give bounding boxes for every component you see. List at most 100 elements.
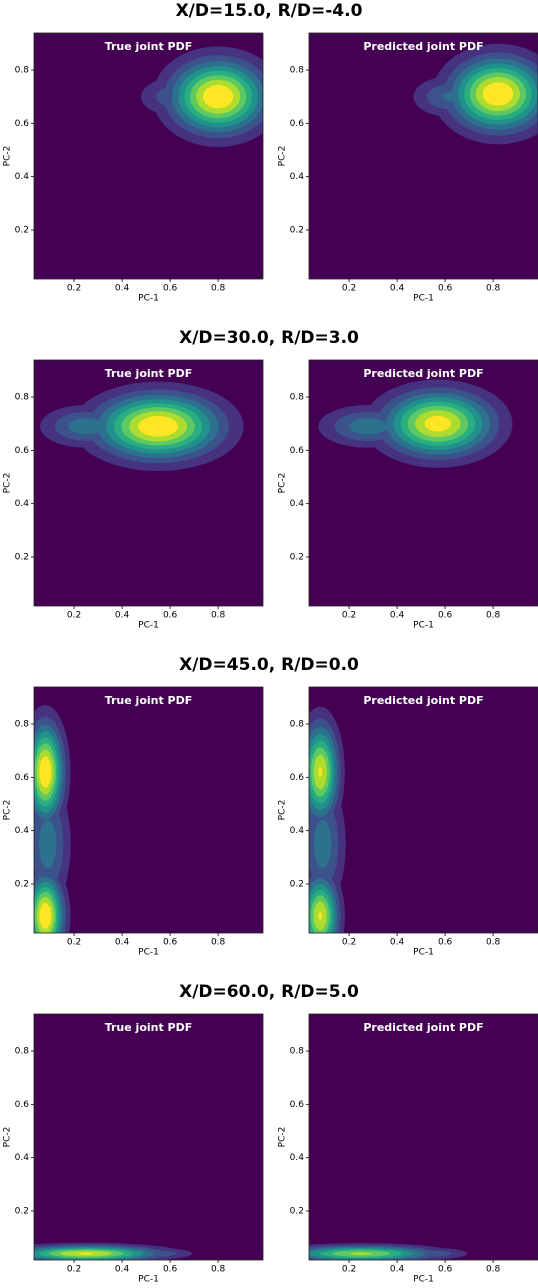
x-tick-label: 0.2 [67,1265,81,1275]
y-tick-label: 0.6 [15,119,30,129]
y-tick-label: 0.4 [15,1153,30,1163]
y-tick-label: 0.6 [290,119,305,129]
x-tick-label: 0.8 [486,284,501,294]
panel-title: True joint PDF [105,694,193,707]
y-tick-label: 0.8 [290,66,305,76]
y-tick-label: 0.8 [15,393,30,403]
panel-title: True joint PDF [105,367,193,380]
x-tick-label: 0.6 [438,938,453,948]
y-axis-label: PC-2 [278,1127,288,1148]
x-tick-label: 0.6 [438,1265,453,1275]
x-tick-label: 0.4 [115,284,130,294]
y-tick-label: 0.2 [15,879,29,889]
y-tick-label: 0.2 [15,225,29,235]
y-axis-label: PC-2 [278,800,288,821]
x-axis-label: PC-1 [413,621,434,631]
y-tick-label: 0.2 [15,1206,29,1216]
y-tick-label: 0.8 [290,1047,305,1057]
contour-level [202,85,234,109]
contour-level [313,819,332,869]
contour-level [482,82,514,106]
y-tick-label: 0.4 [290,172,305,182]
contours [39,381,244,472]
frame [308,359,538,607]
x-tick-label: 0.8 [211,284,226,294]
x-tick-label: 0.2 [342,611,356,621]
y-tick-label: 0.8 [15,720,30,730]
x-tick-label: 0.2 [342,938,356,948]
row-title: X/D=15.0, R/D=-4.0 [176,1,363,21]
row-title: X/D=60.0, R/D=5.0 [179,982,359,1002]
contour-level [349,418,388,435]
y-tick-label: 0.4 [290,826,305,836]
x-tick-label: 0.6 [438,611,453,621]
x-tick-label: 0.6 [163,938,178,948]
contour-level [414,1250,452,1257]
x-axis-label: PC-1 [138,294,159,304]
x-tick-label: 0.2 [67,938,81,948]
y-tick-label: 0.4 [290,1153,305,1163]
y-axis-label: PC-2 [3,146,13,167]
y-tick-label: 0.2 [15,552,29,562]
panel-title: True joint PDF [105,1021,193,1034]
contour-level [318,911,323,921]
contour-level [38,819,57,869]
y-tick-label: 0.6 [15,1100,30,1110]
frame [308,1013,538,1261]
frame [308,686,538,934]
y-axis-label: PC-2 [278,146,288,167]
x-tick-label: 0.4 [115,938,130,948]
panel-title: True joint PDF [105,40,193,53]
contours [309,706,346,933]
contour-level [39,756,52,788]
x-tick-label: 0.4 [390,938,405,948]
panel-title: Predicted joint PDF [363,1021,483,1034]
x-tick-label: 0.4 [390,1265,405,1275]
contour-level [424,415,452,432]
contour-level [68,418,104,435]
contours [309,1243,467,1260]
plot-area [34,1014,263,1260]
plot-area [309,687,538,933]
y-tick-label: 0.6 [290,1100,305,1110]
y-axis-label: PC-2 [3,800,13,821]
frame [33,359,264,607]
contour-level [442,92,458,101]
y-tick-label: 0.2 [290,225,304,235]
x-tick-label: 0.2 [67,611,81,621]
x-tick-label: 0.8 [486,938,501,948]
x-axis-label: PC-1 [413,1275,434,1285]
y-tick-label: 0.6 [15,446,30,456]
y-axis-label: PC-2 [3,1127,13,1148]
y-tick-label: 0.8 [15,1047,30,1057]
y-tick-label: 0.6 [290,446,305,456]
x-axis-label: PC-1 [138,948,159,958]
x-tick-label: 0.8 [211,938,226,948]
y-tick-label: 0.4 [15,172,30,182]
contour-level [318,766,323,778]
y-tick-label: 0.8 [290,720,305,730]
y-tick-label: 0.4 [15,826,30,836]
frame [33,1013,264,1261]
x-tick-label: 0.8 [486,1265,501,1275]
plot-area [34,687,263,933]
y-axis-label: PC-2 [278,473,288,494]
row-title: X/D=45.0, R/D=0.0 [179,655,359,675]
y-tick-label: 0.4 [290,499,305,509]
x-axis-label: PC-1 [413,294,434,304]
x-axis-label: PC-1 [138,621,159,631]
y-tick-label: 0.6 [15,773,30,783]
frame [308,32,538,280]
y-tick-label: 0.2 [290,552,304,562]
y-tick-label: 0.2 [290,879,304,889]
contour-level [349,1252,373,1255]
plot-area [309,1014,538,1260]
row-title: X/D=30.0, R/D=3.0 [179,328,359,348]
x-tick-label: 0.8 [486,611,501,621]
panel-title: Predicted joint PDF [363,694,483,707]
x-tick-label: 0.4 [390,611,405,621]
contours [34,1242,192,1260]
x-tick-label: 0.4 [390,284,405,294]
